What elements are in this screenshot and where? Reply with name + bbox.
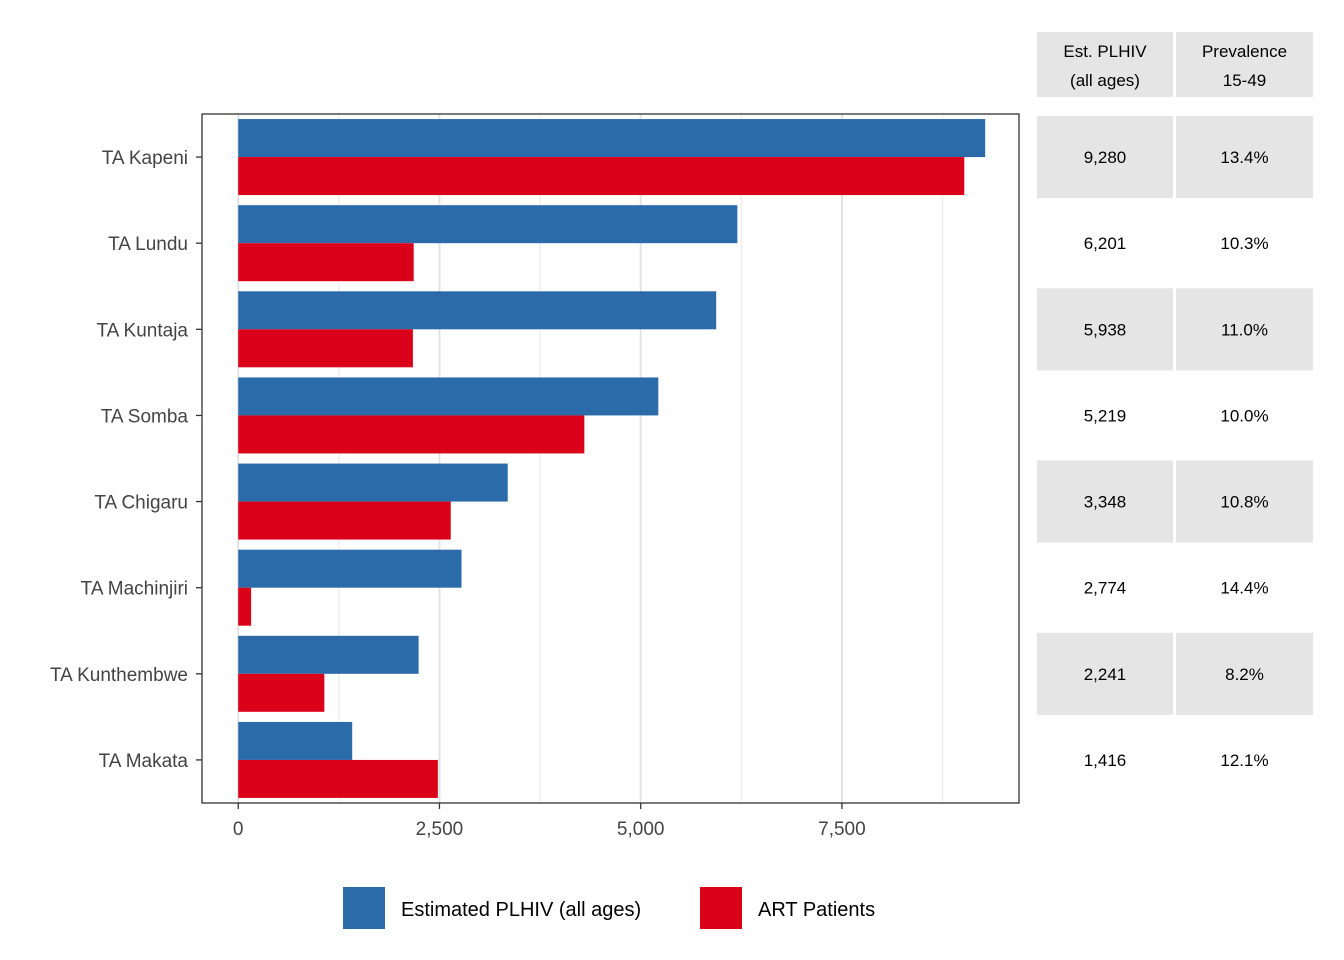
x-tick-label: 5,000	[617, 819, 665, 840]
bar	[238, 587, 252, 626]
table-row-shade	[1037, 632, 1173, 715]
legend-key	[343, 887, 385, 929]
table-header-cell	[1176, 32, 1313, 97]
side-table: Est. PLHIV (all ages) Prevalence 15-49 9,280…	[1037, 32, 1313, 770]
table-cell: 9,280	[1084, 148, 1127, 167]
x-tick-label: 7,500	[818, 819, 866, 840]
table-header-label: Est. PLHIV	[1063, 42, 1147, 61]
bar	[238, 119, 986, 158]
bars	[238, 119, 986, 798]
table-row-shade	[1176, 116, 1313, 199]
bar	[238, 377, 659, 416]
bar	[238, 291, 717, 330]
y-axis: TA Kapeni TA Lundu TA Kuntaja TA Somba TA Ch…	[50, 148, 202, 772]
bar	[238, 463, 508, 502]
bar	[238, 635, 419, 674]
bar	[238, 721, 353, 760]
bar	[238, 501, 451, 540]
table-cell: 8.2%	[1225, 665, 1264, 684]
table-cell: 2,774	[1084, 579, 1127, 598]
category-label: TA Lundu	[108, 234, 188, 255]
category-label: TA Makata	[99, 751, 189, 772]
table-header-label: 15-49	[1223, 71, 1266, 90]
table-cell: 3,348	[1084, 493, 1127, 512]
table-cell: 13.4%	[1220, 148, 1268, 167]
bar	[238, 157, 965, 196]
table-row-shade	[1176, 460, 1313, 543]
category-label: TA Kunthembwe	[50, 665, 188, 686]
category-label: TA Chigaru	[94, 493, 188, 514]
table-cell: 10.8%	[1220, 493, 1268, 512]
bar	[238, 673, 325, 712]
table-header-label: Prevalence	[1202, 42, 1287, 61]
bar	[238, 549, 462, 588]
table-cell: 12.1%	[1220, 751, 1268, 770]
legend-key	[700, 887, 742, 929]
table-row-shade	[1037, 288, 1173, 371]
category-label: TA Kapeni	[102, 148, 188, 169]
table-row-shade	[1176, 632, 1313, 715]
bar	[238, 243, 414, 282]
category-label: TA Kuntaja	[96, 320, 188, 341]
table-header-label: (all ages)	[1070, 71, 1140, 90]
x-tick-label: 2,500	[416, 819, 464, 840]
bar	[238, 415, 585, 454]
table-cell: 6,201	[1084, 234, 1127, 253]
bar	[238, 205, 738, 244]
bar	[238, 329, 413, 368]
table-cell: 14.4%	[1220, 579, 1268, 598]
legend: Estimated PLHIV (all ages) ART Patients	[343, 887, 875, 929]
x-tick-label: 0	[233, 819, 244, 840]
legend-label: ART Patients	[758, 899, 875, 921]
table-cell: 5,938	[1084, 320, 1127, 339]
x-axis: 0 2,500 5,000 7,500	[233, 803, 866, 840]
table-row-shade	[1037, 460, 1173, 543]
plot-panel-border	[201, 113, 1020, 804]
table-cell: 11.0%	[1221, 320, 1268, 339]
legend-label: Estimated PLHIV (all ages)	[401, 899, 641, 921]
table-cell: 1,416	[1084, 751, 1127, 770]
table-row-shade	[1037, 116, 1173, 199]
table-cell: 2,241	[1084, 665, 1127, 684]
category-label: TA Somba	[101, 406, 189, 427]
table-cell: 10.0%	[1220, 406, 1268, 425]
table-row-shade	[1176, 288, 1313, 371]
table-cell: 10.3%	[1220, 234, 1268, 253]
table-header-cell	[1037, 32, 1173, 97]
bar	[238, 759, 438, 798]
table-cell: 5,219	[1084, 406, 1127, 425]
category-label: TA Machinjiri	[81, 579, 188, 600]
